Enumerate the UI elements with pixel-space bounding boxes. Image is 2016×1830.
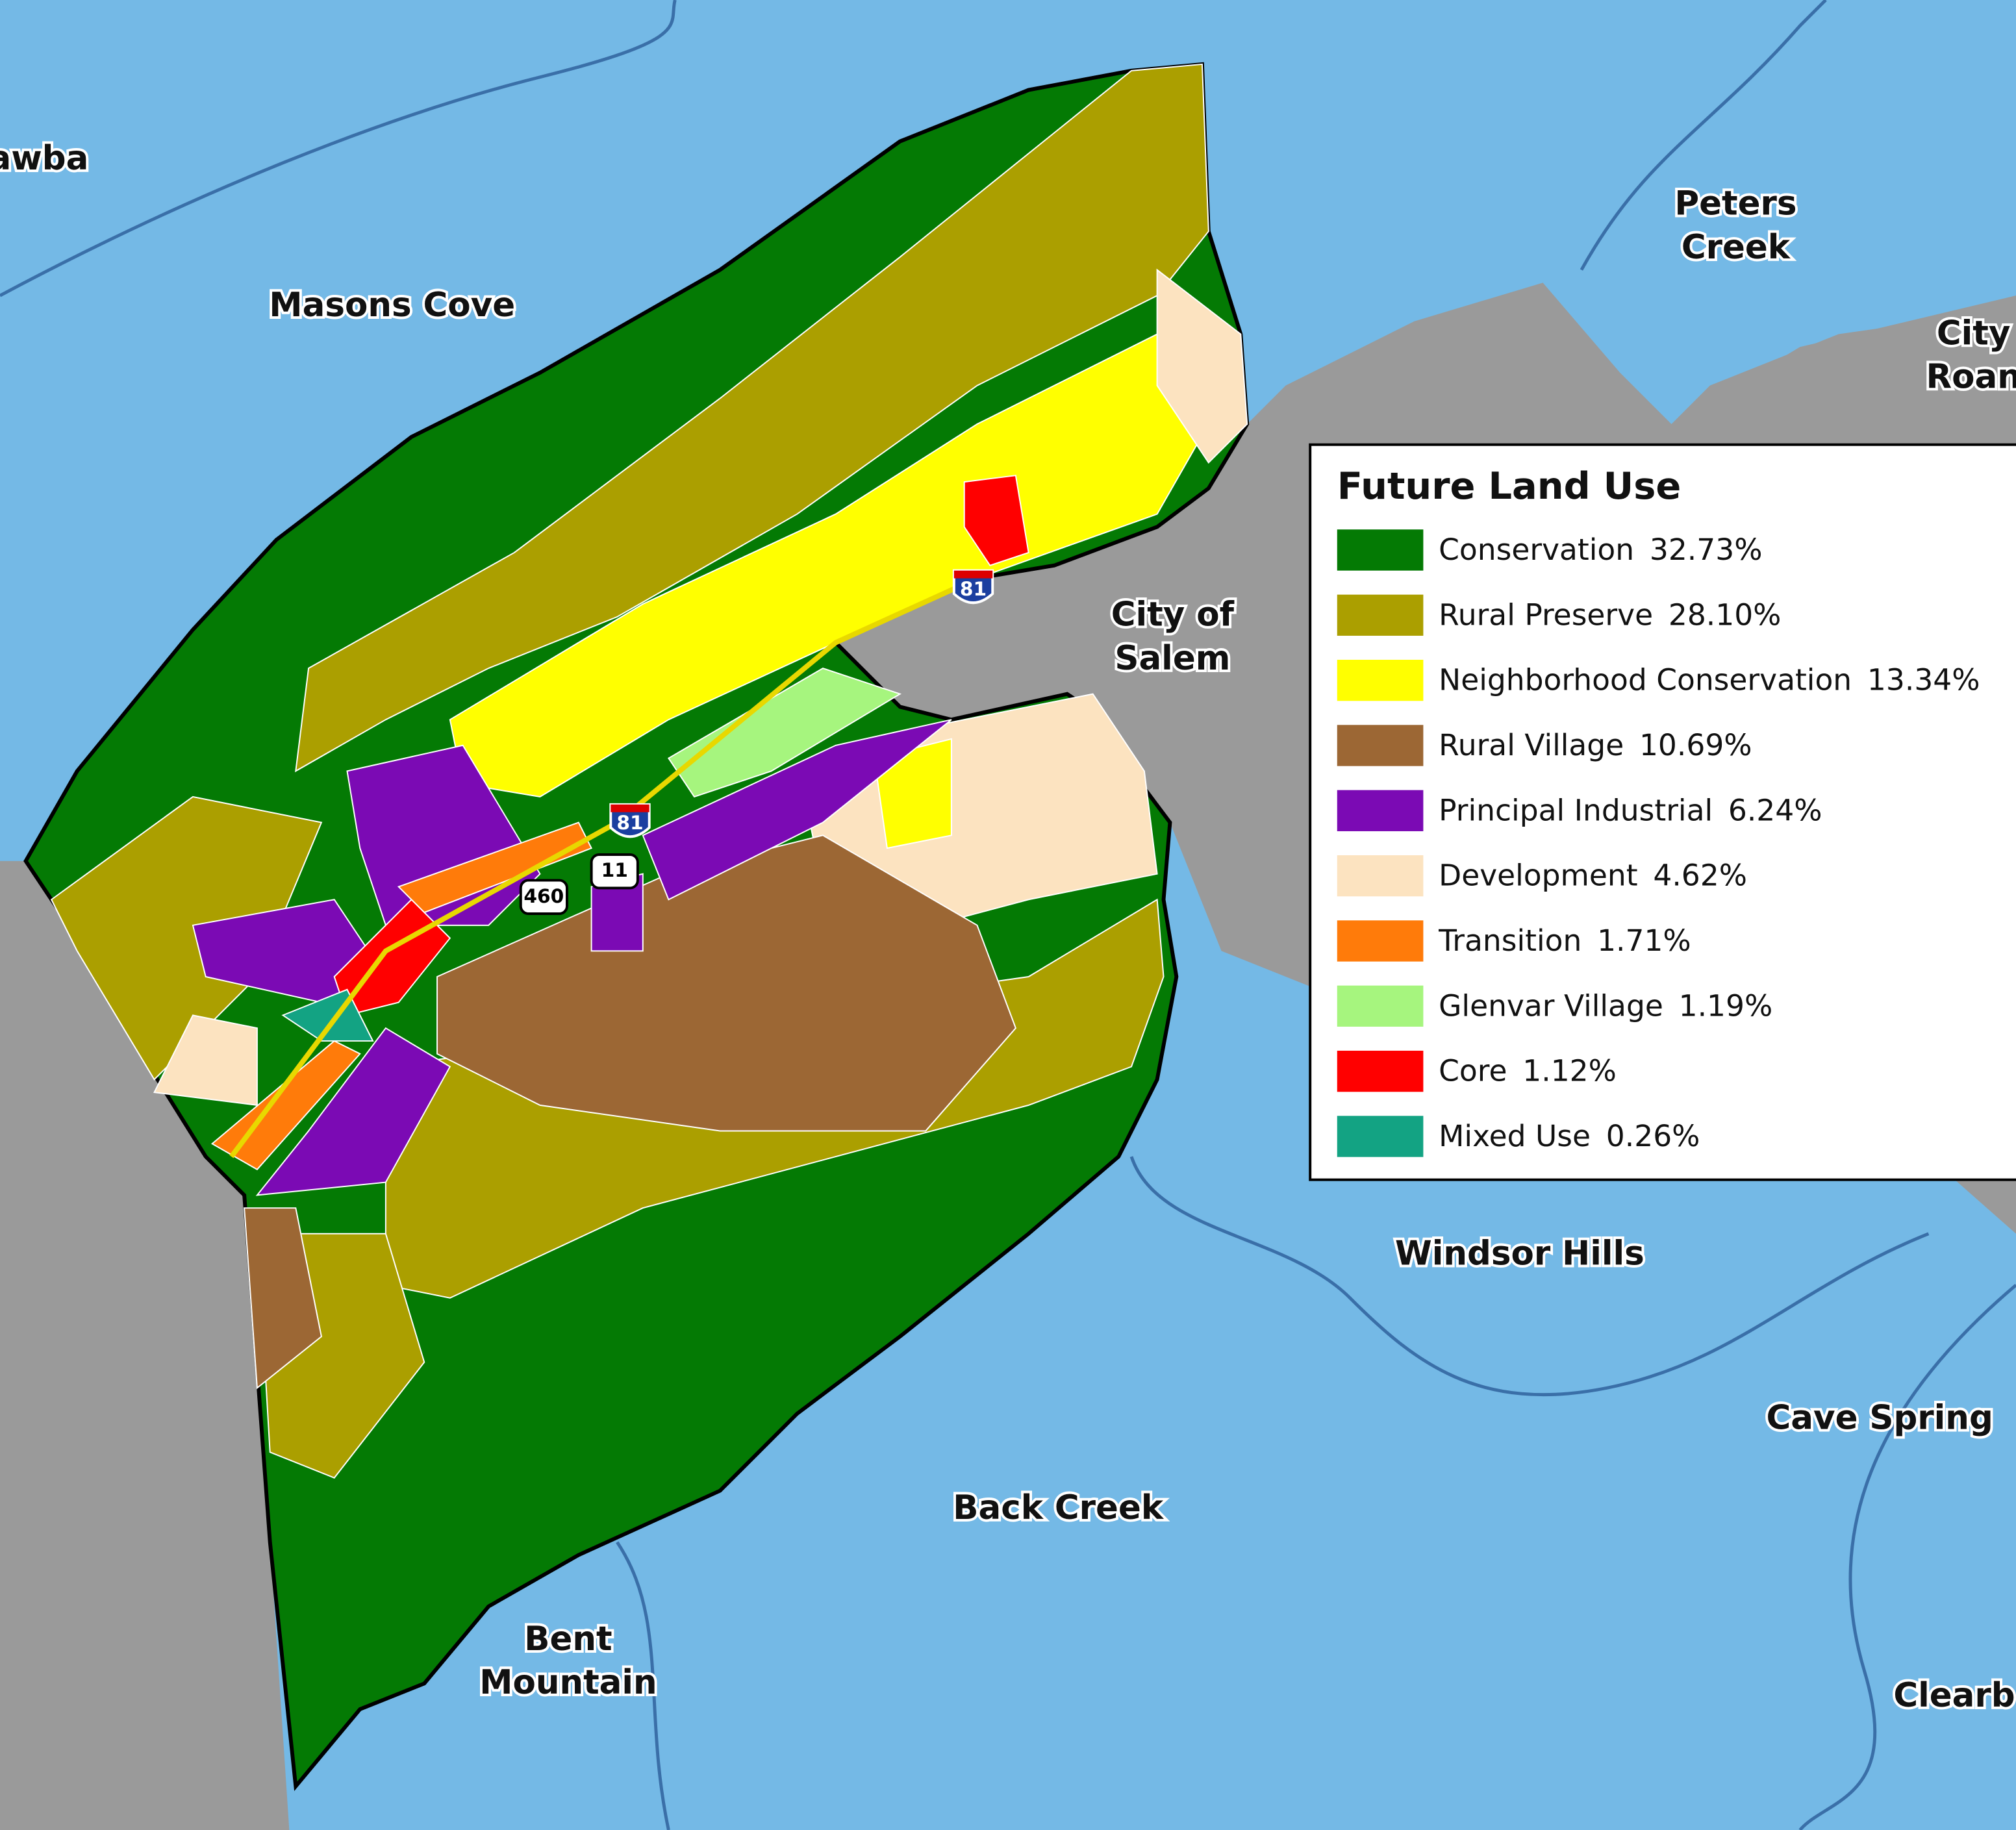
- legend: Future Land Use Conservation 32.73% Rural P…: [1309, 443, 2016, 1181]
- legend-percent: 10.69%: [1639, 727, 1752, 762]
- shield-label: 81: [960, 577, 987, 600]
- place-label: Masons Cove: [269, 286, 515, 325]
- legend-swatch: [1337, 1116, 1424, 1157]
- shield-shape: [590, 853, 639, 890]
- legend-box: [1309, 443, 2016, 1181]
- place-label: Bent: [524, 1620, 612, 1659]
- legend-title: Future Land Use: [1337, 464, 1682, 508]
- shield-label: 11: [601, 859, 628, 881]
- legend-percent: 1.19%: [1679, 988, 1773, 1023]
- shield-shape: [952, 569, 994, 604]
- shield-top: [953, 570, 993, 579]
- place-label: Peters: [1674, 184, 1796, 223]
- legend-percent: 1.71%: [1597, 923, 1691, 957]
- place-label: Back Creek: [953, 1488, 1165, 1527]
- place-label: Salem: [1115, 639, 1230, 678]
- legend-label: Principal Industrial 6.24%: [1439, 793, 1822, 827]
- place-label: Windsor Hills: [1395, 1234, 1644, 1273]
- legend-label: Conservation 32.73%: [1439, 532, 1762, 566]
- legend-label: Development 4.62%: [1439, 858, 1747, 892]
- legend-label: Rural Preserve 28.10%: [1439, 597, 1781, 632]
- route-shield: 81: [952, 569, 994, 604]
- legend-label: Glenvar Village 1.19%: [1439, 988, 1772, 1023]
- place-label: Creek: [1682, 228, 1791, 267]
- legend-swatch: [1337, 790, 1424, 831]
- legend-percent: 13.34%: [1867, 662, 1980, 697]
- legend-label: Transition 1.71%: [1438, 923, 1691, 957]
- land-use-zones: [50, 63, 1248, 1479]
- place-label: Clearb: [1893, 1676, 2015, 1715]
- legend-percent: 28.10%: [1669, 597, 1782, 632]
- legend-label: Rural Village 10.69%: [1439, 727, 1752, 762]
- shield-label: 460: [523, 884, 564, 907]
- legend-name: Transition: [1438, 923, 1581, 957]
- legend-swatch: [1337, 920, 1424, 962]
- legend-percent: 0.26%: [1606, 1118, 1700, 1153]
- shield-shape: [609, 803, 651, 838]
- legend-name: Development: [1439, 858, 1637, 892]
- shield-top: [611, 804, 649, 812]
- legend-swatch: [1337, 594, 1424, 636]
- legend-label: Neighborhood Conservation 13.34%: [1439, 662, 1980, 697]
- legend-percent: 1.12%: [1522, 1053, 1617, 1088]
- legend-name: Core: [1439, 1053, 1507, 1088]
- legend-percent: 6.24%: [1728, 793, 1822, 827]
- place-label: Mountain: [479, 1663, 657, 1702]
- legend-name: Rural Village: [1439, 727, 1624, 762]
- route-shield: 460: [519, 879, 568, 915]
- route-shield: 81: [609, 803, 651, 838]
- place-label: City: [1937, 314, 2011, 353]
- legend-swatch: [1337, 529, 1424, 571]
- legend-swatch: [1337, 659, 1424, 701]
- shield-shape: [519, 879, 568, 915]
- legend-label: Mixed Use 0.26%: [1439, 1118, 1700, 1153]
- legend-percent: 32.73%: [1650, 532, 1763, 566]
- legend-name: Conservation: [1439, 532, 1634, 566]
- legend-swatch: [1337, 725, 1424, 766]
- place-label: City of: [1111, 595, 1235, 634]
- adjacent-county: [0, 860, 290, 1830]
- place-label: awba: [0, 139, 88, 178]
- place-label: Roan: [1926, 358, 2016, 397]
- legend-name: Mixed Use: [1439, 1118, 1591, 1153]
- legend-name: Neighborhood Conservation: [1439, 662, 1852, 697]
- shield-label: 81: [616, 811, 643, 834]
- legend-name: Glenvar Village: [1439, 988, 1663, 1023]
- legend-percent: 4.62%: [1653, 858, 1747, 892]
- legend-name: Rural Preserve: [1439, 597, 1653, 632]
- city-area: [1658, 295, 2016, 437]
- route-shield: 11: [590, 853, 639, 890]
- legend-name: Principal Industrial: [1439, 793, 1713, 827]
- legend-swatch: [1337, 1050, 1424, 1092]
- legend-swatch: [1337, 985, 1424, 1027]
- legend-label: Core 1.12%: [1439, 1053, 1617, 1088]
- legend-swatch: [1337, 855, 1424, 897]
- place-label: Cave Spring: [1767, 1399, 1993, 1438]
